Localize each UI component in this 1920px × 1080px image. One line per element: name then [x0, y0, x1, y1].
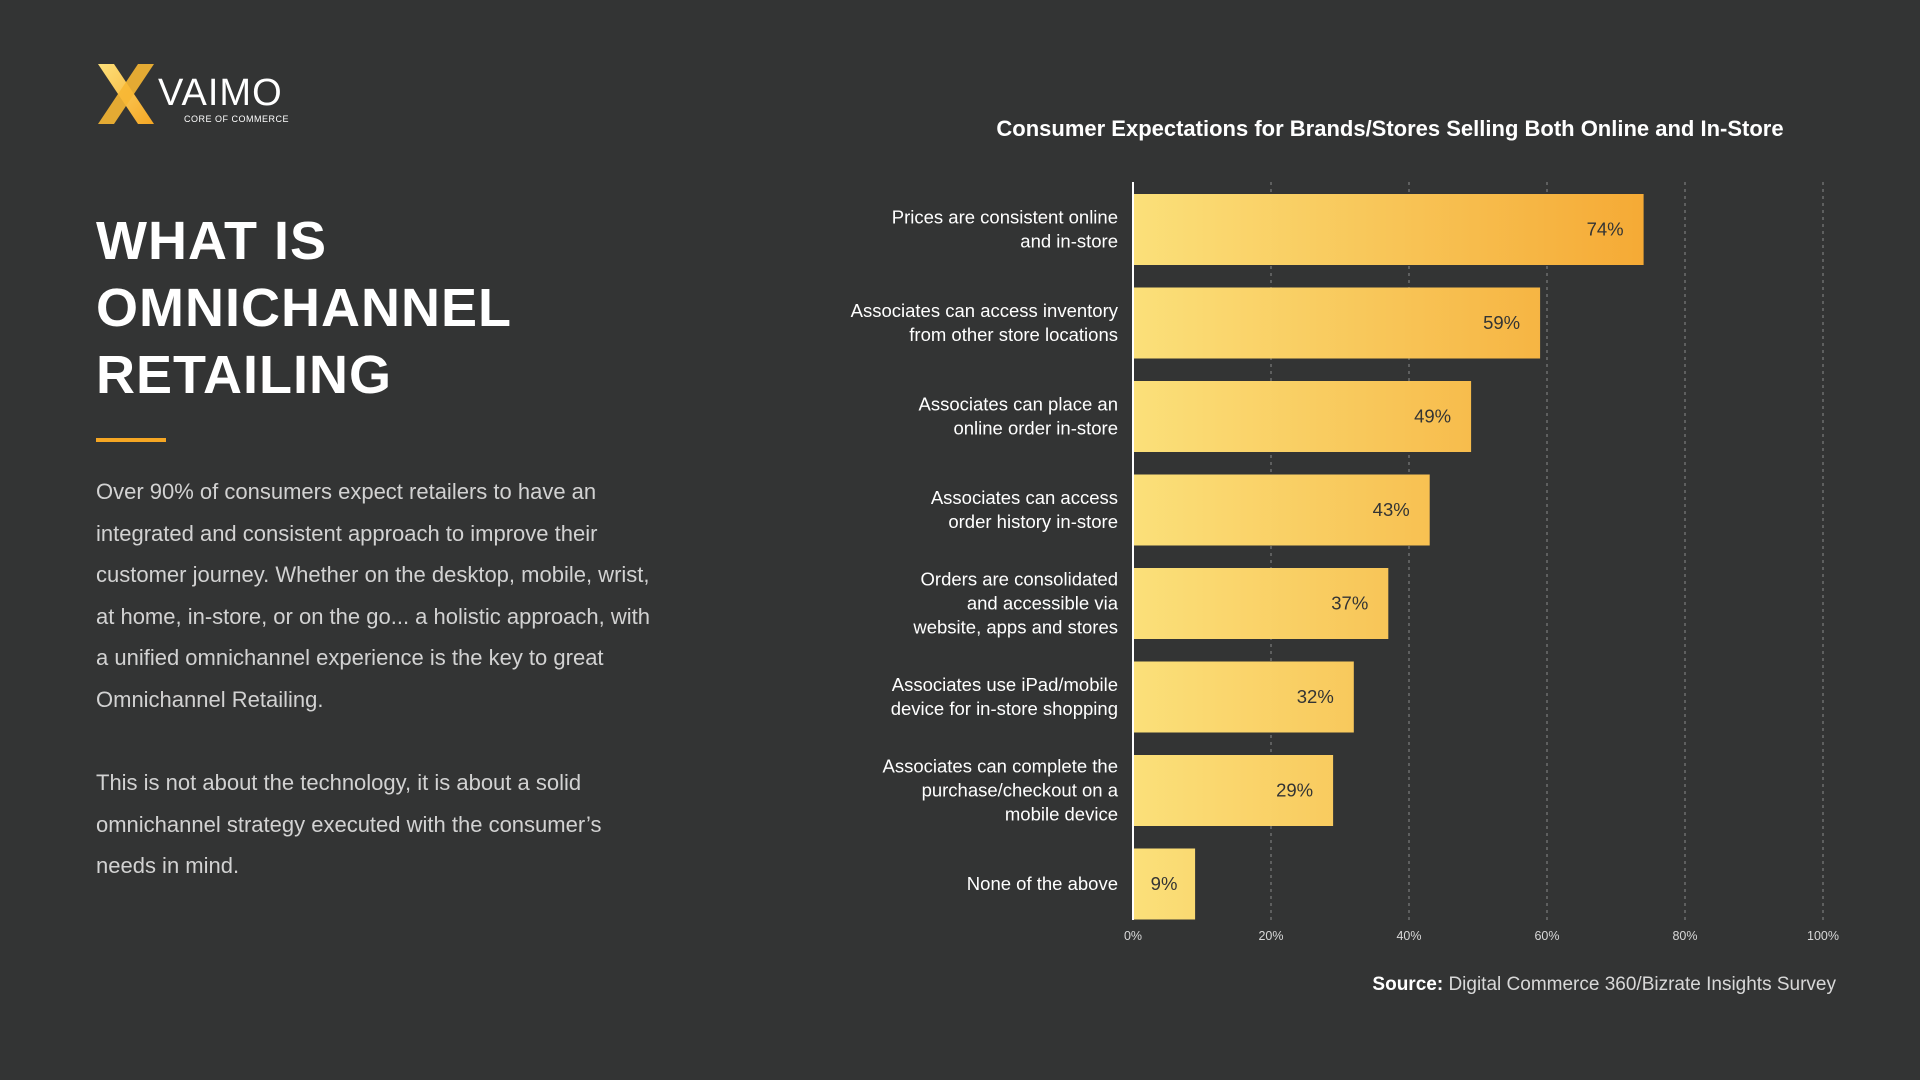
bar [1134, 474, 1430, 546]
x-tick-label: 80% [1672, 929, 1697, 943]
category-label: Associates use iPad/mobile device for in-… [891, 674, 1118, 719]
source-note: Source: Digital Commerce 360/Bizrate Ins… [1372, 974, 1836, 996]
category-label-line: mobile device [1005, 804, 1118, 825]
source-text: Digital Commerce 360/Bizrate Insights Su… [1448, 974, 1836, 995]
bar [1134, 381, 1472, 452]
bar [1134, 194, 1644, 265]
category-label: Associates can access order history in-st… [931, 487, 1118, 532]
category-label-line: online order in-store [953, 418, 1118, 439]
x-tick-label: 20% [1258, 929, 1283, 943]
category-label: Associates can access inventory from othe… [851, 300, 1119, 345]
category-label-line: order history in-store [948, 511, 1118, 532]
category-label: Prices are consistent online and in-store [892, 207, 1118, 252]
category-label-line: Prices are consistent online [892, 207, 1118, 228]
bar [1134, 661, 1354, 733]
brand-name: VAIMO [158, 72, 283, 114]
category-label-line: device for in-store shopping [891, 698, 1118, 719]
bar-value-label: 37% [1331, 593, 1368, 614]
chart-bars: 74% 59% 49% 43% 37% 32% 29% 9% [1134, 194, 1644, 920]
bar [1134, 568, 1389, 639]
intro-paragraph: Over 90% of consumers expect retailers t… [96, 479, 650, 712]
bar-value-label: 59% [1483, 312, 1520, 333]
page-title: WHAT IS OMNICHANNEL RETAILING [96, 208, 656, 409]
category-label-line: None of the above [967, 873, 1118, 894]
bar-value-label: 29% [1276, 780, 1313, 801]
chart-gridlines [1132, 182, 1824, 920]
strategy-paragraph: This is not about the technology, it is … [96, 770, 602, 878]
category-label-line: Associates can complete the [883, 756, 1119, 777]
x-tick-label: 100% [1807, 929, 1839, 943]
category-label-line: Associates use iPad/mobile [892, 674, 1118, 695]
category-label: None of the above [967, 873, 1118, 894]
chart-x-axis: 0% 20% 40% 60% 80% 100% [1124, 929, 1839, 943]
bar-value-label: 49% [1414, 406, 1451, 427]
category-label-line: Associates can place an [918, 394, 1118, 415]
bar-value-label: 9% [1151, 873, 1178, 894]
category-label-line: and accessible via [967, 593, 1119, 614]
category-label-line: and in-store [1020, 231, 1118, 252]
bar [1134, 755, 1334, 826]
chart-title: Consumer Expectations for Brands/Stores … [996, 116, 1784, 141]
bar-value-label: 32% [1297, 686, 1334, 707]
category-label-line: from other store locations [909, 324, 1118, 345]
category-label-line: website, apps and stores [912, 617, 1118, 638]
category-label-line: purchase/checkout on a [922, 780, 1119, 801]
page-title-line-1: WHAT IS [96, 211, 327, 271]
bar [1134, 287, 1541, 359]
bar-value-label: 43% [1373, 499, 1410, 520]
x-tick-label: 40% [1396, 929, 1421, 943]
x-tick-label: 60% [1534, 929, 1559, 943]
page-title-line-2: OMNICHANNEL [96, 278, 512, 338]
vaimo-x-logo-icon [98, 64, 154, 124]
brand-tagline: CORE OF COMMERCE [184, 114, 290, 124]
category-label: Associates can complete the purchase/chec… [883, 756, 1119, 825]
bar [1134, 848, 1196, 920]
category-label-line: Associates can access [931, 487, 1118, 508]
category-label: Associates can place an online order in-s… [918, 394, 1118, 439]
category-label-line: Orders are consolidated [921, 569, 1118, 590]
x-tick-label: 0% [1124, 929, 1142, 943]
category-label-line: Associates can access inventory [851, 300, 1119, 321]
accent-divider [96, 438, 166, 442]
page-title-line-3: RETAILING [96, 345, 392, 405]
category-label: Orders are consolidated and accessible vi… [912, 569, 1118, 638]
vaimo-logo: VAIMO CORE OF COMMERCE [96, 62, 296, 128]
chart-category-labels: Prices are consistent online and in-store… [851, 207, 1119, 895]
source-label: Source: [1372, 974, 1444, 995]
bar-value-label: 74% [1587, 219, 1624, 240]
